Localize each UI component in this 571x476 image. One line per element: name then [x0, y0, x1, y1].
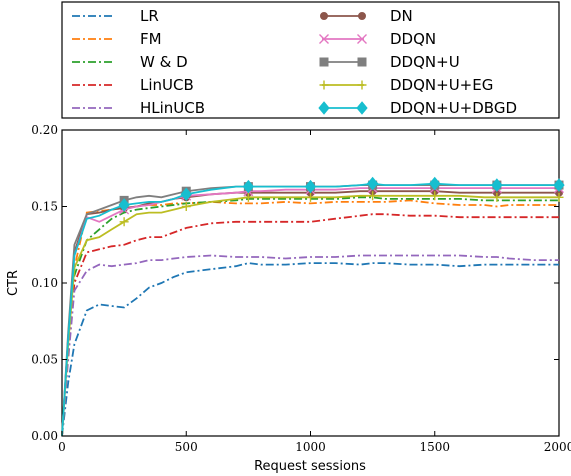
legend-label: DDQN+U+EG: [390, 76, 493, 94]
legend-label: FM: [140, 30, 162, 48]
series-hlinucb: [61, 254, 559, 437]
y-tick-label: 0.05: [31, 353, 58, 367]
plot-frame: [61, 129, 560, 437]
x-tick-label: 1500: [419, 440, 450, 454]
legend-marker: [320, 12, 328, 20]
legend-marker: [357, 34, 367, 44]
data-point-ddqn-u-eg: [306, 192, 315, 202]
legend-item-ddqn-u-dbgd: DDQN+U+DBGD: [318, 99, 517, 117]
series-line-dn: [61, 190, 559, 437]
x-tick-label: 1000: [295, 440, 326, 454]
legend-marker: [319, 80, 329, 90]
x-tick-label: 2000: [544, 440, 571, 454]
data-point-ddqn-u-dbgd: [429, 176, 441, 191]
series-ddqn-u: [61, 180, 564, 437]
legend-item-hlinucb: HLinUCB: [72, 99, 205, 117]
x-tick-label: 0: [58, 440, 66, 454]
y-tick-label: 0.00: [31, 429, 58, 443]
legend-item-linucb: LinUCB: [72, 76, 194, 94]
legend: LR FM W & D LinUCB HLinUCB DN DDQN DDQN+U DDQN+U…: [72, 7, 517, 117]
data-point-ddqn-u-eg: [368, 191, 378, 201]
legend-item-dn: DN: [320, 7, 413, 25]
legend-box: [61, 1, 560, 119]
series-layer: [61, 176, 565, 437]
legend-item-ddqn: DDQN: [319, 30, 436, 48]
legend-marker: [319, 57, 329, 67]
legend-label: DDQN: [390, 30, 436, 48]
data-point-ddqn-u-dbgd: [553, 178, 565, 192]
legend-item-ddqn-u-eg: DDQN+U+EG: [319, 76, 493, 94]
data-point-ddqn-u-dbgd: [180, 187, 192, 202]
series-line-lr: [61, 262, 559, 437]
x-axis-label: Request sessions: [254, 459, 366, 474]
legend-item-w-d: W & D: [72, 53, 188, 71]
y-axis-label: CTR: [6, 270, 21, 296]
axis-ticks: 0 500 1000 1500 2000 0.00 0.05 0.10 0.15 0.20: [31, 123, 571, 454]
data-point-ddqn-u-eg: [430, 191, 440, 201]
series-line-ddqn-u: [61, 184, 559, 437]
data-point-ddqn-u-eg: [181, 202, 191, 211]
legend-marker: [357, 80, 367, 90]
legend-label: DDQN+U: [390, 53, 460, 71]
y-tick-label: 0.10: [31, 276, 58, 290]
legend-item-fm: FM: [72, 30, 162, 48]
legend-marker: [357, 57, 367, 67]
series-line-w-d: [61, 196, 559, 437]
legend-marker: [319, 34, 329, 44]
legend-label: HLinUCB: [140, 99, 205, 117]
series-line-fm: [61, 199, 559, 437]
legend-label: LinUCB: [140, 76, 194, 94]
series-line-ddqn: [61, 187, 559, 437]
legend-label: DDQN+U+DBGD: [390, 99, 517, 117]
data-point-ddqn-u-eg: [554, 192, 564, 202]
series-ddqn-u-eg: [61, 191, 564, 437]
series-dn: [61, 187, 563, 437]
legend-item-ddqn-u: DDQN+U: [319, 53, 460, 71]
data-point-ddqn-u-dbgd: [304, 179, 317, 194]
series-line-hlinucb: [61, 254, 559, 437]
data-point-ddqn-u-dbgd: [491, 178, 503, 192]
legend-marker: [318, 101, 330, 115]
series-line-ddqn-u-eg: [61, 194, 559, 437]
series-w-d: [61, 196, 559, 437]
series-linucb: [61, 213, 559, 437]
data-point-ddqn-u-eg: [119, 217, 129, 227]
y-tick-label: 0.15: [31, 200, 58, 214]
series-fm: [61, 199, 559, 437]
series-ddqn-u-dbgd: [61, 176, 565, 437]
legend-item-lr: LR: [72, 7, 159, 25]
data-point-ddqn-u-dbgd: [366, 176, 379, 191]
legend-marker: [356, 101, 368, 115]
legend-marker: [358, 12, 366, 20]
data-point-ddqn-u-eg: [492, 192, 502, 202]
series-lr: [61, 262, 559, 437]
data-point-ddqn-u-dbgd: [118, 198, 130, 212]
legend-label: DN: [390, 7, 413, 25]
data-point-ddqn-u-eg: [243, 192, 253, 202]
x-tick-label: 500: [175, 440, 198, 454]
series-line-ddqn-u-dbgd: [61, 182, 559, 437]
y-tick-label: 0.20: [31, 123, 58, 137]
series-line-linucb: [61, 213, 559, 437]
legend-label: LR: [140, 7, 159, 25]
data-point-ddqn-u-dbgd: [242, 179, 255, 194]
legend-label: W & D: [140, 53, 188, 71]
